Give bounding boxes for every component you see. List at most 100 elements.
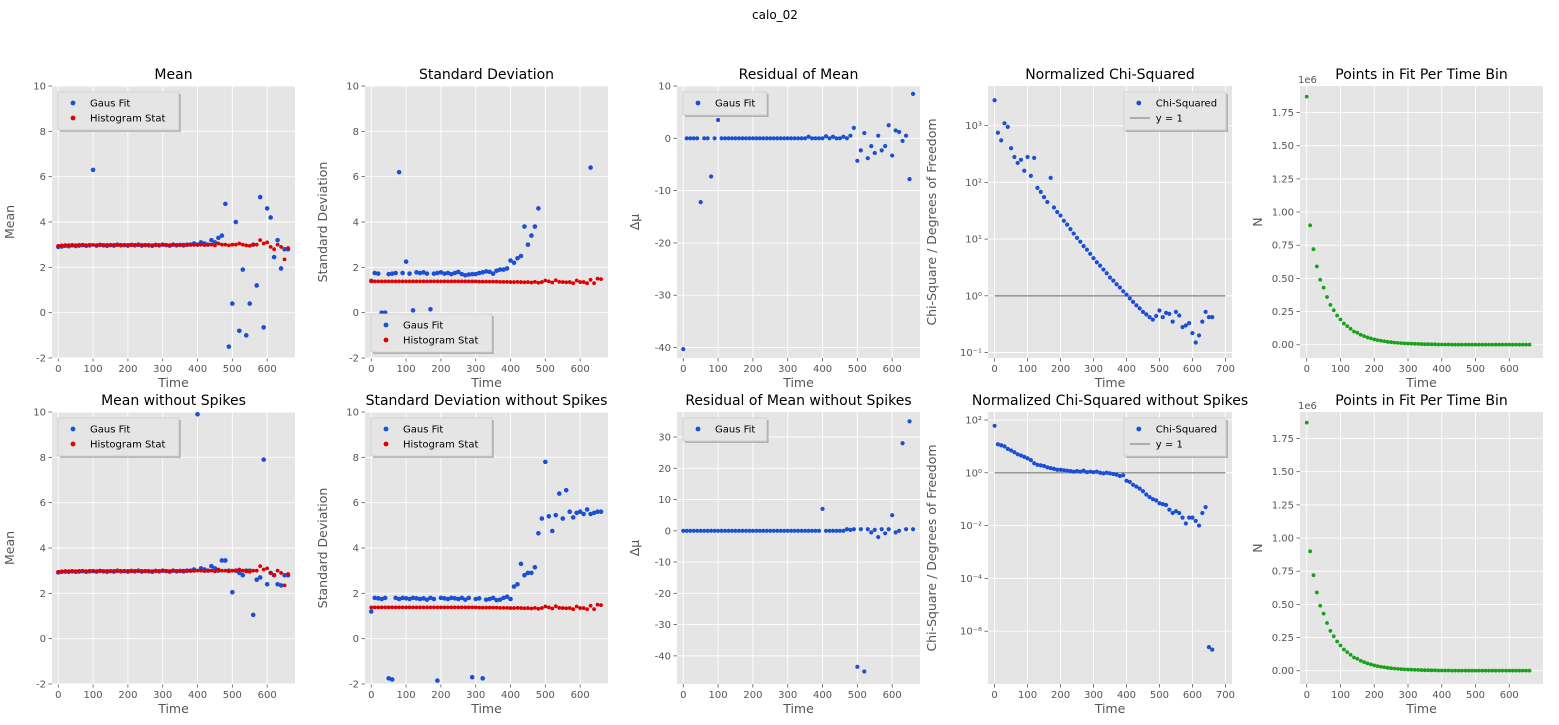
data-point [834,136,839,141]
legend-label: Histogram Stat [403,440,478,451]
data-point [230,589,235,595]
data-point [432,279,436,284]
data-point [410,595,416,601]
data-point [588,165,593,170]
data-point [466,279,471,284]
data-point [1348,652,1353,657]
data-point [837,528,843,533]
data-point [424,271,430,276]
data-point [729,136,735,141]
data-point [883,531,888,536]
x-tick-label: 0 [1304,364,1310,375]
legend-marker [383,337,389,343]
data-point [1304,420,1309,425]
data-point [747,136,752,141]
data-point [526,280,530,284]
data-point [1088,469,1093,474]
data-point [379,596,385,602]
data-point [823,134,829,139]
data-point [230,568,235,573]
panel-title: Points in Fit Per Time Bin [1335,67,1507,83]
data-point [1497,342,1502,347]
data-point [1524,668,1529,673]
legend: Gaus Fit [682,91,769,117]
y-tick-label: 20 [658,464,671,475]
y-axis-label: Chi-Square / Degrees of Freedom [924,444,939,651]
data-point [1419,668,1424,672]
data-point [237,567,242,572]
data-point [1470,668,1475,673]
data-point [1032,461,1037,466]
data-point [1392,666,1397,671]
data-point [421,596,426,601]
data-point [261,457,266,462]
data-point [809,136,815,141]
data-point [764,136,769,141]
data-point [1422,342,1427,347]
legend-label: Histogram Stat [90,114,165,125]
data-point [539,516,545,521]
data-point [403,259,409,264]
panel-title: Standard Deviation without Spikes [366,393,608,409]
data-point [557,279,562,284]
data-point [466,595,472,601]
data-point [445,605,450,610]
data-point [1372,337,1377,342]
data-point [803,528,808,533]
data-point [452,596,458,601]
data-point [237,241,242,246]
data-point [1412,341,1417,346]
x-tick-label: 600 [571,690,590,701]
data-point [251,242,256,247]
legend-label: Gaus Fit [403,425,443,436]
data-point [268,245,273,249]
data-point [1190,330,1195,336]
data-point [171,568,176,573]
data-point [525,242,531,247]
data-point [504,266,510,271]
data-point [806,134,811,139]
data-point [181,242,186,247]
data-point [466,605,471,610]
data-point [1134,303,1139,308]
data-point [567,509,573,515]
y-tick-label: 10 [658,82,671,93]
data-point [432,605,436,610]
data-point [105,568,109,573]
x-tick-label: 0 [680,690,686,701]
x-tick-label: 200 [1365,364,1384,375]
data-point [1005,124,1010,130]
data-point [1487,668,1491,673]
data-point [407,596,412,602]
data-point [1051,466,1057,472]
data-point [1144,312,1149,317]
x-axis-label: Time [782,375,814,390]
data-point [435,678,440,683]
data-point [768,136,773,141]
data-point [261,241,266,246]
data-point [119,242,123,247]
data-point [830,134,836,139]
data-point [469,271,475,277]
y-tick-label: -30 [655,291,671,302]
x-tick-label: 300 [778,364,797,375]
data-point [588,511,593,517]
data-point [278,583,284,588]
data-point [160,568,165,573]
data-point [209,237,214,243]
data-point [1124,478,1129,483]
data-point [1311,573,1316,578]
y-tick-label: 0 [40,634,46,645]
data-point [1091,256,1096,261]
data-point [1433,342,1437,347]
x-tick-label: 0 [680,364,686,375]
data-point [1084,470,1090,475]
data-point [369,605,374,610]
legend-marker [695,100,701,106]
data-point [188,242,193,247]
data-point [501,279,506,284]
data-point [557,605,562,610]
y-tick-label: 10⁻⁴ [960,574,982,585]
data-point [1140,489,1146,494]
